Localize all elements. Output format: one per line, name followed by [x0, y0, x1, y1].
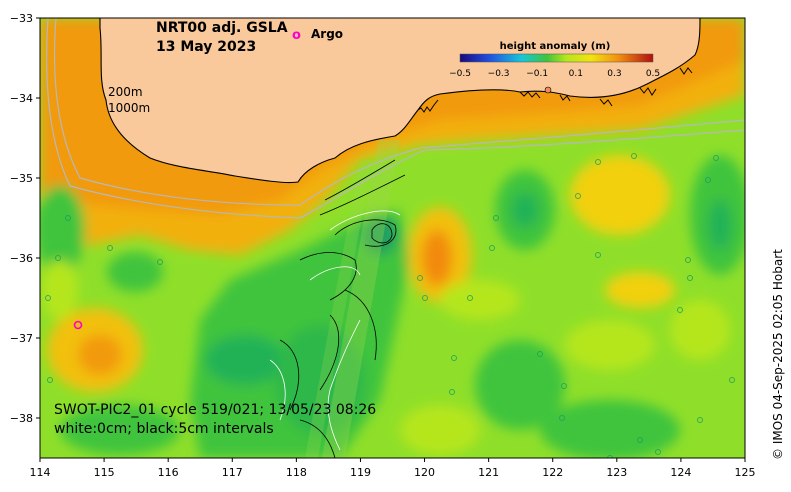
- swot-contours-black: [279, 159, 406, 458]
- map-frame: [39, 17, 746, 459]
- y-tick-label: −38: [10, 412, 33, 425]
- title-line-2: 13 May 2023: [156, 39, 256, 55]
- x-tick-label: 120: [414, 466, 435, 479]
- credit-text: © IMOS 04-Sep-2025 02:05 Hobart: [771, 249, 785, 460]
- title-line-1: NRT00 adj. GSLA: [156, 20, 288, 36]
- x-tick-label: 115: [94, 466, 115, 479]
- x-tick-label: 118: [286, 466, 307, 479]
- y-axis-ticks: −33 −34 −35 −36 −37 −38: [10, 12, 40, 425]
- colorbar-tick-label: 0.5: [646, 69, 660, 79]
- x-tick-label: 125: [735, 466, 756, 479]
- x-tick-label: 114: [30, 466, 51, 479]
- swot-caption-line-2: white:0cm; black:5cm intervals: [54, 421, 274, 437]
- colorbar-tick-label: −0.1: [526, 69, 548, 79]
- depth-label-200m: 200m: [108, 85, 143, 99]
- x-tick-label: 122: [542, 466, 563, 479]
- colorbar-tick-label: −0.5: [449, 69, 471, 79]
- colorbar-tick-label: 0.1: [569, 69, 583, 79]
- argo-legend-marker: o: [292, 28, 301, 43]
- y-tick-label: −34: [10, 92, 33, 105]
- colorbar-title: height anomaly (m): [500, 41, 611, 52]
- colorbar-gradient: [459, 53, 654, 63]
- x-tick-label: 117: [222, 466, 243, 479]
- x-tick-label: 119: [350, 466, 371, 479]
- depth-label-1000m: 1000m: [108, 101, 150, 115]
- argo-float: [73, 320, 83, 330]
- map-field: [40, 18, 745, 458]
- x-tick-label: 116: [158, 466, 179, 479]
- y-tick-label: −36: [10, 252, 33, 265]
- y-tick-label: −35: [10, 172, 33, 185]
- y-tick-label: −33: [10, 12, 33, 25]
- colorbar: height anomaly (m) −0.5 −0.3 −0.1 0.1 0.3 0.5: [449, 41, 660, 79]
- swot-swath: [322, 140, 400, 458]
- x-tick-label: 121: [478, 466, 499, 479]
- swot-caption-line-1: SWOT-PIC2_01 cycle 519/021; 13/05/23 08:…: [54, 402, 376, 418]
- drifter-markers: [45, 153, 735, 458]
- argo-legend-label: Argo: [311, 27, 343, 41]
- y-tick-label: −37: [10, 332, 33, 345]
- bathymetry-contours: [46, 18, 745, 219]
- x-axis-ticks: 114 115 116 117 118 119 120 121 122 123 124 125: [30, 458, 756, 479]
- x-tick-label: 123: [606, 466, 627, 479]
- colorbar-tick-label: −0.3: [488, 69, 510, 79]
- x-tick-label: 124: [670, 466, 691, 479]
- swot-contours-white: [269, 210, 401, 451]
- colorbar-tick-label: 0.3: [607, 69, 621, 79]
